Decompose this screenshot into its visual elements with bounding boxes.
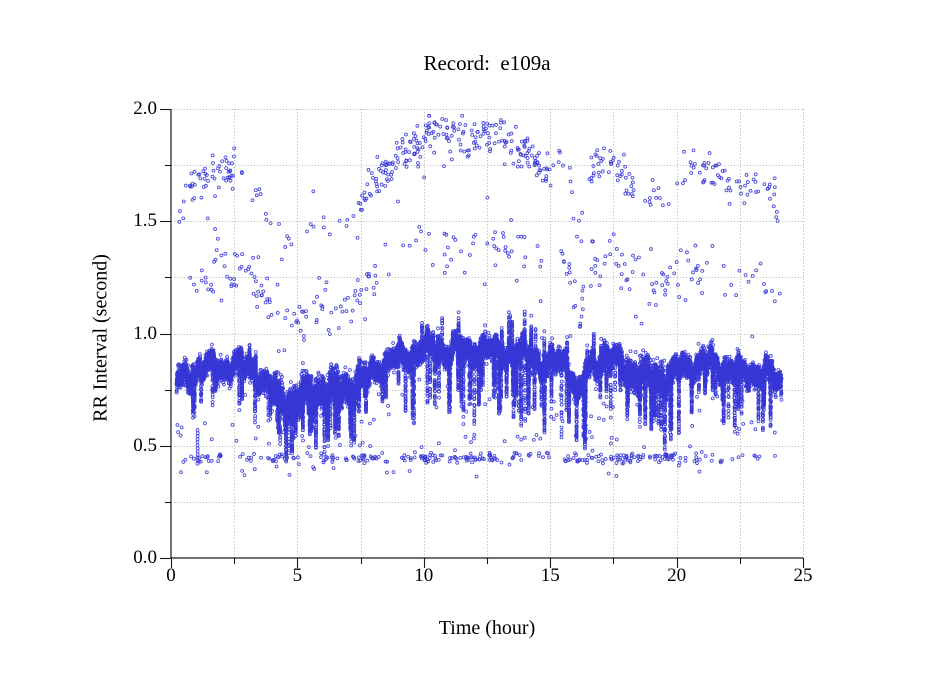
y-tick-label: 1.0	[133, 322, 157, 344]
x-axis-label: Time (hour)	[438, 617, 536, 639]
x-tick-label: 25	[793, 565, 813, 586]
y-tick-label: 2.0	[133, 98, 157, 119]
x-tick-label: 0	[166, 565, 176, 586]
x-tick-label: 15	[540, 565, 560, 586]
x-tick-label: 5	[292, 565, 303, 586]
y-tick-label: 0.5	[133, 434, 157, 456]
y-tick-label: 0.0	[133, 547, 157, 568]
x-tick-label: 10	[414, 565, 434, 586]
y-tick-label: 1.5	[133, 210, 157, 232]
x-tick-label: 20	[667, 565, 687, 586]
